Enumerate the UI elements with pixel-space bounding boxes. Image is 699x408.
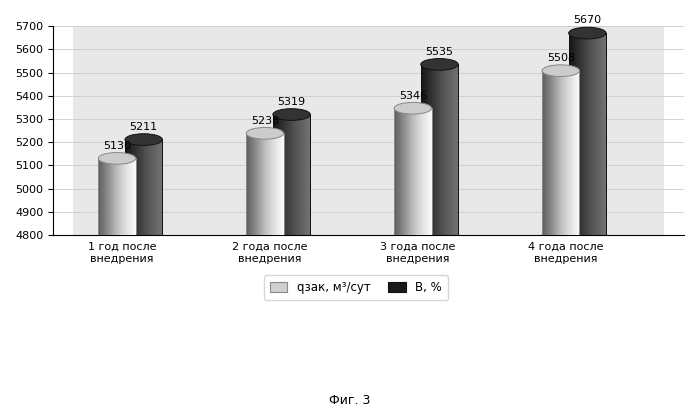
Text: 5211: 5211	[129, 122, 158, 132]
Text: 5319: 5319	[278, 97, 305, 107]
Ellipse shape	[421, 59, 459, 70]
Ellipse shape	[542, 65, 579, 77]
Ellipse shape	[394, 102, 431, 114]
Polygon shape	[73, 26, 664, 235]
Ellipse shape	[246, 229, 284, 241]
Text: 5130: 5130	[103, 141, 131, 151]
Ellipse shape	[569, 229, 606, 241]
Ellipse shape	[569, 27, 606, 39]
Ellipse shape	[273, 229, 310, 241]
Text: 5670: 5670	[573, 16, 601, 25]
Ellipse shape	[246, 127, 284, 139]
Ellipse shape	[99, 153, 136, 164]
Ellipse shape	[273, 109, 310, 120]
Text: 5535: 5535	[426, 47, 454, 57]
Ellipse shape	[125, 134, 162, 145]
Text: 5508: 5508	[547, 53, 575, 63]
Ellipse shape	[421, 229, 459, 241]
Legend: qзак, м³/сут, В, %: qзак, м³/сут, В, %	[264, 275, 448, 300]
Ellipse shape	[542, 229, 579, 241]
Text: 5238: 5238	[251, 115, 279, 126]
Ellipse shape	[394, 229, 431, 241]
Text: 5346: 5346	[399, 91, 427, 100]
Ellipse shape	[99, 229, 136, 241]
Text: Фиг. 3: Фиг. 3	[329, 394, 370, 407]
Ellipse shape	[125, 229, 162, 241]
